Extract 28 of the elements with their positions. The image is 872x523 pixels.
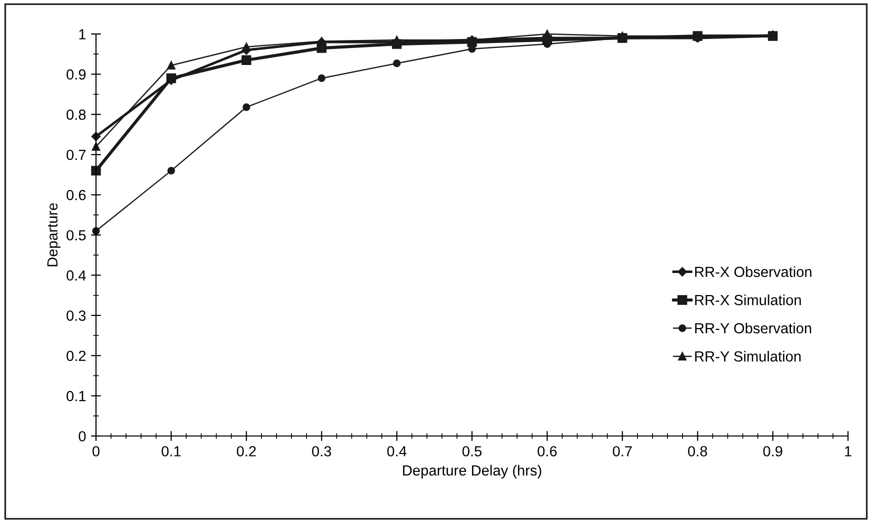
y-tick-label: 0.2 <box>66 350 86 362</box>
y-axis-title: Departure <box>47 203 60 266</box>
y-tick-label: 0.7 <box>66 150 86 160</box>
y-tick-label: 0.4 <box>66 270 86 281</box>
x-tick-label: 0.6 <box>538 446 557 456</box>
x-tick-label: 0.3 <box>312 446 332 456</box>
y-tick-label: 0.5 <box>66 230 86 240</box>
y-tick-label: 0.6 <box>66 190 86 200</box>
y-tick-label: 0.3 <box>66 310 86 321</box>
x-tick-label: 0.5 <box>462 446 482 456</box>
legend-label: RR-Y Simulation <box>695 350 801 362</box>
y-tick-label: 0.8 <box>66 110 86 120</box>
y-tick-label: 0.9 <box>66 69 86 80</box>
x-tick-label: 0.8 <box>688 446 708 456</box>
y-tick-label: 0 <box>78 431 86 442</box>
y-tick-label: 1 <box>79 29 86 40</box>
x-axis-title: Departure Delay (hrs) <box>403 464 542 478</box>
x-tick-label: 0.2 <box>236 446 256 456</box>
x-tick-label: 0.7 <box>612 446 632 456</box>
x-tick-label: 0.9 <box>763 446 782 456</box>
x-tick-label: 0.4 <box>387 446 407 456</box>
legend-label: RR-X Simulation <box>695 294 801 306</box>
y-tick-label: 0.1 <box>66 390 86 402</box>
x-tick-label: 0.1 <box>162 446 181 456</box>
x-tick-label: 1 <box>845 446 852 456</box>
legend-label: RR-Y Observation <box>695 322 812 334</box>
legend-label: RR-X Observation <box>695 266 812 278</box>
x-tick-label: 0 <box>92 446 100 456</box>
